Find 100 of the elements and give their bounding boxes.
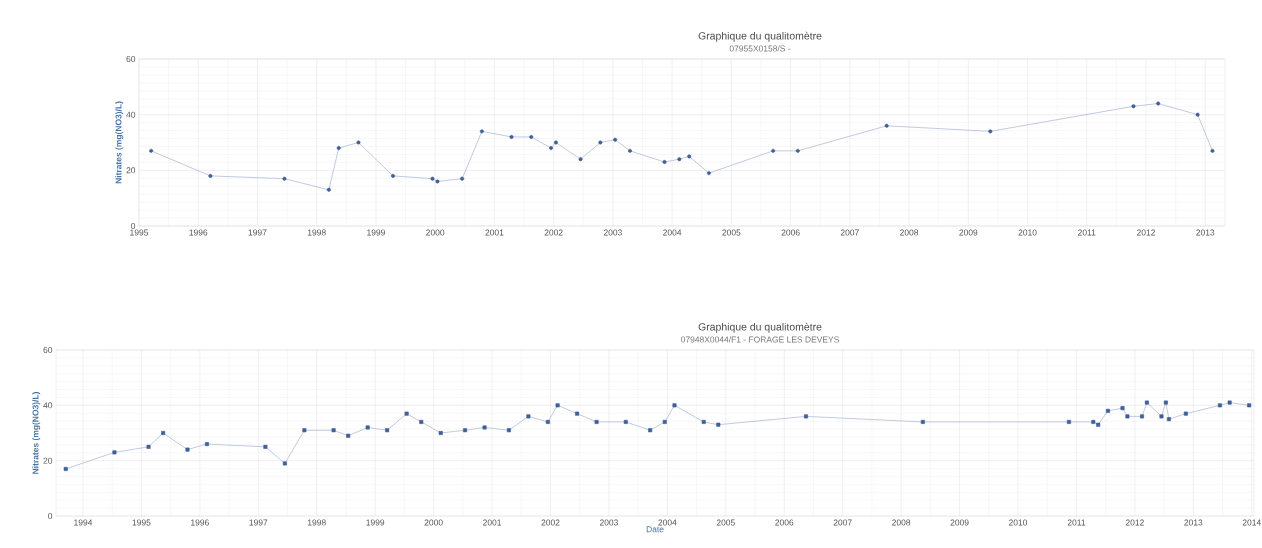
point [1227,400,1232,405]
x-tick-label: 2009 [959,229,978,236]
point [185,447,190,452]
y-axis-title: Nitrates (mg(NO3)/L) [115,101,124,184]
x-tick-label: 2013 [1196,229,1215,236]
point [662,159,667,164]
point [1105,408,1110,413]
x-tick-label: 2012 [1137,229,1155,236]
y-tick-label: 0 [48,513,53,519]
x-tick-label: 2001 [485,229,504,236]
x-tick-label: 2007 [833,519,852,526]
point [331,428,336,433]
point [1195,112,1200,117]
point [662,419,667,424]
y-tick-label: 60 [43,347,53,353]
point [385,428,390,433]
point [920,419,925,424]
point [594,419,599,424]
point [575,411,580,416]
point [1144,400,1149,405]
point [506,428,511,433]
x-tick-label: 2011 [1078,229,1096,236]
point [884,123,889,128]
point [263,444,268,449]
x-tick-label: 2000 [424,519,443,526]
point [302,428,307,433]
point [1210,148,1215,153]
x-tick-label: 1994 [74,519,93,526]
point [623,419,628,424]
chart-subtitle: 07955X0158/S - [729,45,791,52]
point [598,140,603,145]
point [1131,104,1136,109]
point [435,179,440,184]
x-tick-label: 1999 [366,519,385,526]
point [282,461,287,466]
point [1247,403,1252,408]
point [63,466,68,471]
point [553,140,558,145]
chart-title: Graphique du qualitomètre [698,31,822,42]
point [419,419,424,424]
x-tick-label: 2004 [658,519,677,526]
point [463,428,468,433]
x-tick-label: 2002 [544,229,563,236]
point [356,140,361,145]
y-axis-title: Nitrates (mg(NO3)/L) [32,392,41,474]
point [404,411,409,416]
chart-subtitle: 07948X0044/F1 - FORAGE LES DEVEYS [681,336,839,343]
point [430,176,435,181]
point [282,176,287,181]
point [677,157,682,162]
point [146,444,151,449]
x-axis-title: Date [646,526,664,533]
x-tick-label: 2012 [1125,519,1144,526]
point [1140,414,1144,419]
point [555,403,560,408]
x-tick-label: 1996 [191,519,209,526]
x-tick-label: 1997 [248,229,267,236]
point [771,148,776,153]
x-tick-label: 2006 [775,519,794,526]
point [1183,411,1188,416]
point [482,425,487,430]
x-tick-label: 2002 [541,519,560,526]
point [578,157,583,162]
x-tick-label: 1997 [249,519,268,526]
point [648,428,653,433]
x-tick-label: 2006 [781,229,800,236]
point [1120,406,1125,411]
x-tick-label: 2004 [663,229,682,236]
x-tick-label: 2014 [1242,519,1261,526]
point [1066,419,1071,424]
x-tick-label: 2011 [1067,519,1086,526]
point [716,422,721,427]
x-tick-label: 1995 [130,229,149,236]
point [687,154,692,159]
x-tick-label: 2008 [900,229,919,236]
x-tick-label: 2007 [840,229,859,236]
point [149,148,154,153]
point [529,134,534,139]
x-tick-label: 2008 [892,519,911,526]
point [672,403,677,408]
x-tick-label: 1996 [189,229,208,236]
point [701,419,706,424]
x-tick-label: 2005 [722,229,741,236]
point [326,187,331,192]
point [526,414,531,419]
point [161,431,166,435]
point [803,414,808,419]
x-tick-label: 2003 [599,519,618,526]
point [1159,414,1164,419]
x-tick-label: 1998 [307,229,326,236]
y-tick-label: 20 [126,167,136,174]
point [795,148,800,153]
point [346,433,351,438]
x-tick-label: 2003 [603,229,622,236]
x-tick-label: 2013 [1184,519,1203,526]
point [545,419,550,424]
point [1217,403,1222,408]
point [548,146,553,151]
point [1125,414,1130,419]
y-tick-label: 40 [126,111,136,118]
